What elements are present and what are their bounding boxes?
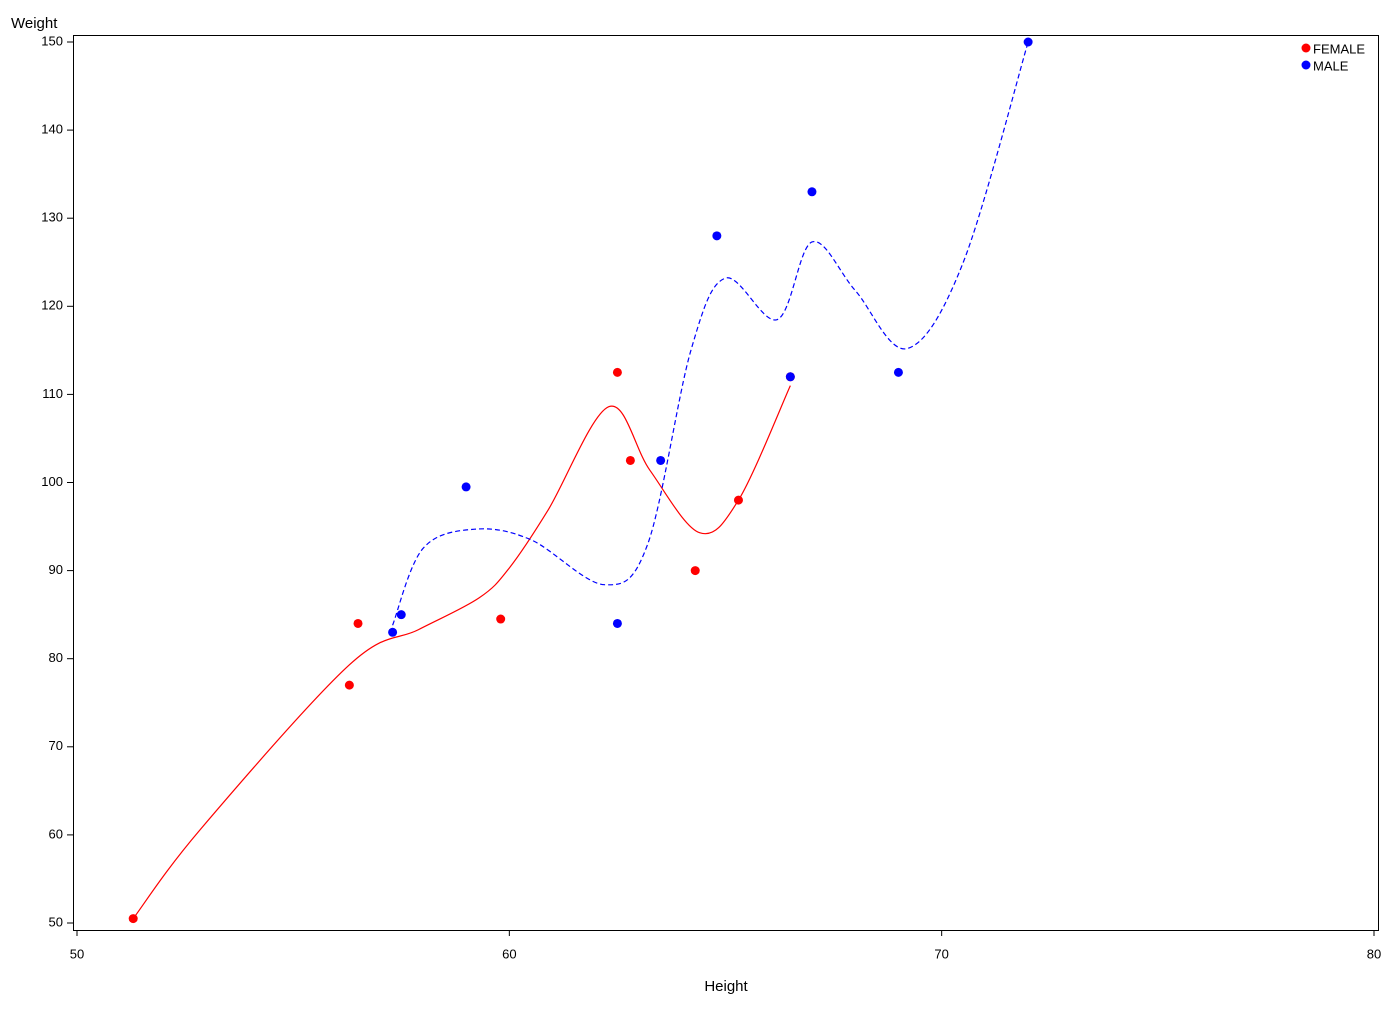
plot-frame [73,35,1379,931]
point [690,566,700,576]
point [785,372,795,382]
y-tick-label: 100 [41,474,63,489]
y-tick-label: 110 [42,386,63,401]
point [1023,37,1033,47]
point [396,610,406,620]
point [344,680,354,690]
y-tick-label: 60 [49,826,63,841]
point [388,627,398,637]
point [733,495,743,505]
point [461,482,471,492]
legend-marker [1301,43,1311,53]
legend-label: FEMALE [1313,41,1365,56]
point [893,367,903,377]
fit-curve [392,41,1029,626]
y-tick-label: 90 [49,562,63,577]
y-tick-label: 80 [49,650,63,665]
y-axis-label: Weight [11,15,58,32]
point [496,614,506,624]
y-tick-label: 70 [49,738,63,753]
fit-curve [132,385,791,919]
point [612,367,622,377]
x-axis-label: Height [704,978,748,995]
y-tick-label: 130 [41,210,63,225]
y-tick-label: 120 [41,298,63,313]
point [625,455,635,465]
legend-label: MALE [1313,58,1349,73]
x-tick-label: 60 [502,946,516,961]
point [807,187,817,197]
x-tick-label: 50 [70,946,84,961]
x-tick-label: 80 [1367,946,1381,961]
point [656,455,666,465]
point [712,231,722,241]
legend-marker [1301,60,1311,70]
y-tick-label: 140 [41,122,63,137]
y-tick-label: 150 [41,33,63,48]
x-tick-label: 70 [934,946,948,961]
point [612,618,622,628]
point [128,914,138,924]
point [353,618,363,628]
y-tick-label: 50 [49,914,63,929]
